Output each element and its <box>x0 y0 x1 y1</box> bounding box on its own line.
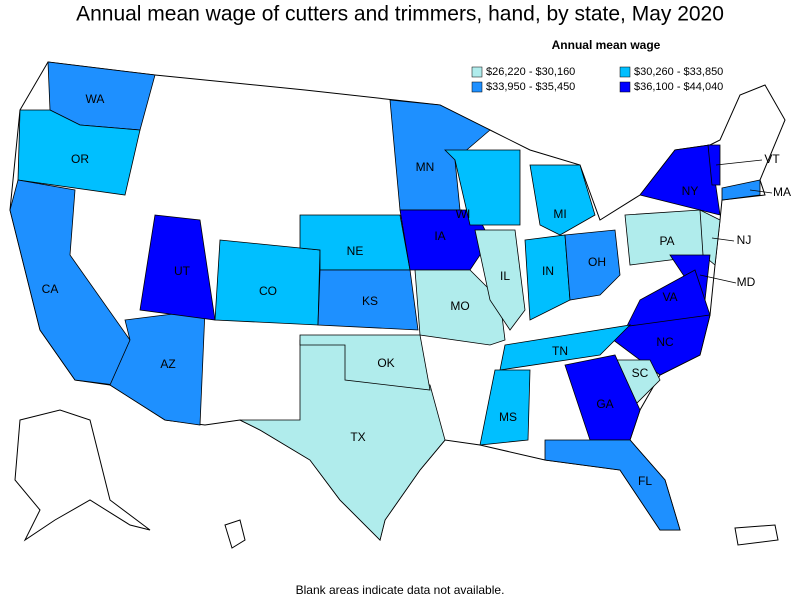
state <box>707 144 721 186</box>
state-label: WA <box>86 92 105 106</box>
legend: $26,220 - $30,160 $30,260 - $33,850 $33,95… <box>471 66 723 93</box>
legend-swatch <box>471 81 483 93</box>
state <box>479 369 531 446</box>
state <box>598 314 711 376</box>
state-label: SC <box>632 366 649 380</box>
alaska <box>14 409 151 542</box>
state-label: MA <box>773 185 791 199</box>
state <box>564 229 621 301</box>
state-label: IL <box>500 269 510 283</box>
footnote: Blank areas indicate data not available. <box>296 583 505 597</box>
legend-swatch <box>619 81 631 93</box>
state <box>721 179 761 201</box>
state-label: VA <box>662 290 677 304</box>
state-label: WI <box>456 207 471 221</box>
leader-line <box>749 189 773 194</box>
state-label: TX <box>350 430 365 444</box>
state-label: IN <box>542 264 554 278</box>
state-label: FL <box>638 474 652 488</box>
state-label: NY <box>682 184 699 198</box>
legend-label: $33,950 - $35,450 <box>486 81 575 93</box>
state <box>317 269 419 331</box>
state-label: PA <box>659 234 674 248</box>
state-label: VT <box>764 152 780 166</box>
state <box>299 334 431 391</box>
state <box>544 439 681 531</box>
legend-title: Annual mean wage <box>552 38 661 52</box>
legend-label: $26,220 - $30,160 <box>486 66 575 78</box>
state <box>214 239 321 326</box>
state <box>444 149 521 226</box>
state-label: NE <box>347 244 364 258</box>
state-label: GA <box>596 397 613 411</box>
state <box>474 229 526 331</box>
state <box>499 324 632 371</box>
state-label: KS <box>362 294 378 308</box>
state-label: MN <box>416 160 435 174</box>
legend-label: $36,100 - $44,040 <box>634 81 723 93</box>
state <box>529 164 596 236</box>
state-label: OH <box>588 255 606 269</box>
state-label: MS <box>499 410 517 424</box>
map-title: Annual mean wage of cutters and trimmers… <box>76 3 724 26</box>
legend-swatch <box>619 66 631 78</box>
leader-line <box>715 159 763 166</box>
legend-swatch <box>471 66 483 78</box>
state-label: MO <box>450 299 469 313</box>
puerto-rico <box>734 524 779 546</box>
state-label: CO <box>259 284 277 298</box>
state <box>564 354 641 441</box>
state-label: OK <box>377 356 394 370</box>
leader-line <box>711 237 735 242</box>
state-label: CA <box>42 282 59 296</box>
state-label: IA <box>434 229 445 243</box>
state-label: MI <box>553 207 566 221</box>
state-label: NC <box>656 335 674 349</box>
state-label: MD <box>737 275 756 289</box>
state-label: OR <box>71 152 89 166</box>
state-label: UT <box>174 264 191 278</box>
states: WA OR CA AZ UT CO NE KS MN IA MO IL WI MI IN OH PA NY VT MA… <box>9 61 791 541</box>
state-label: AZ <box>160 357 175 371</box>
leader-line <box>699 274 737 284</box>
hawaii <box>224 519 246 549</box>
legend-label: $30,260 - $33,850 <box>634 66 723 78</box>
state <box>699 209 721 266</box>
state-label: NJ <box>737 233 752 247</box>
state-label: TN <box>552 344 568 358</box>
